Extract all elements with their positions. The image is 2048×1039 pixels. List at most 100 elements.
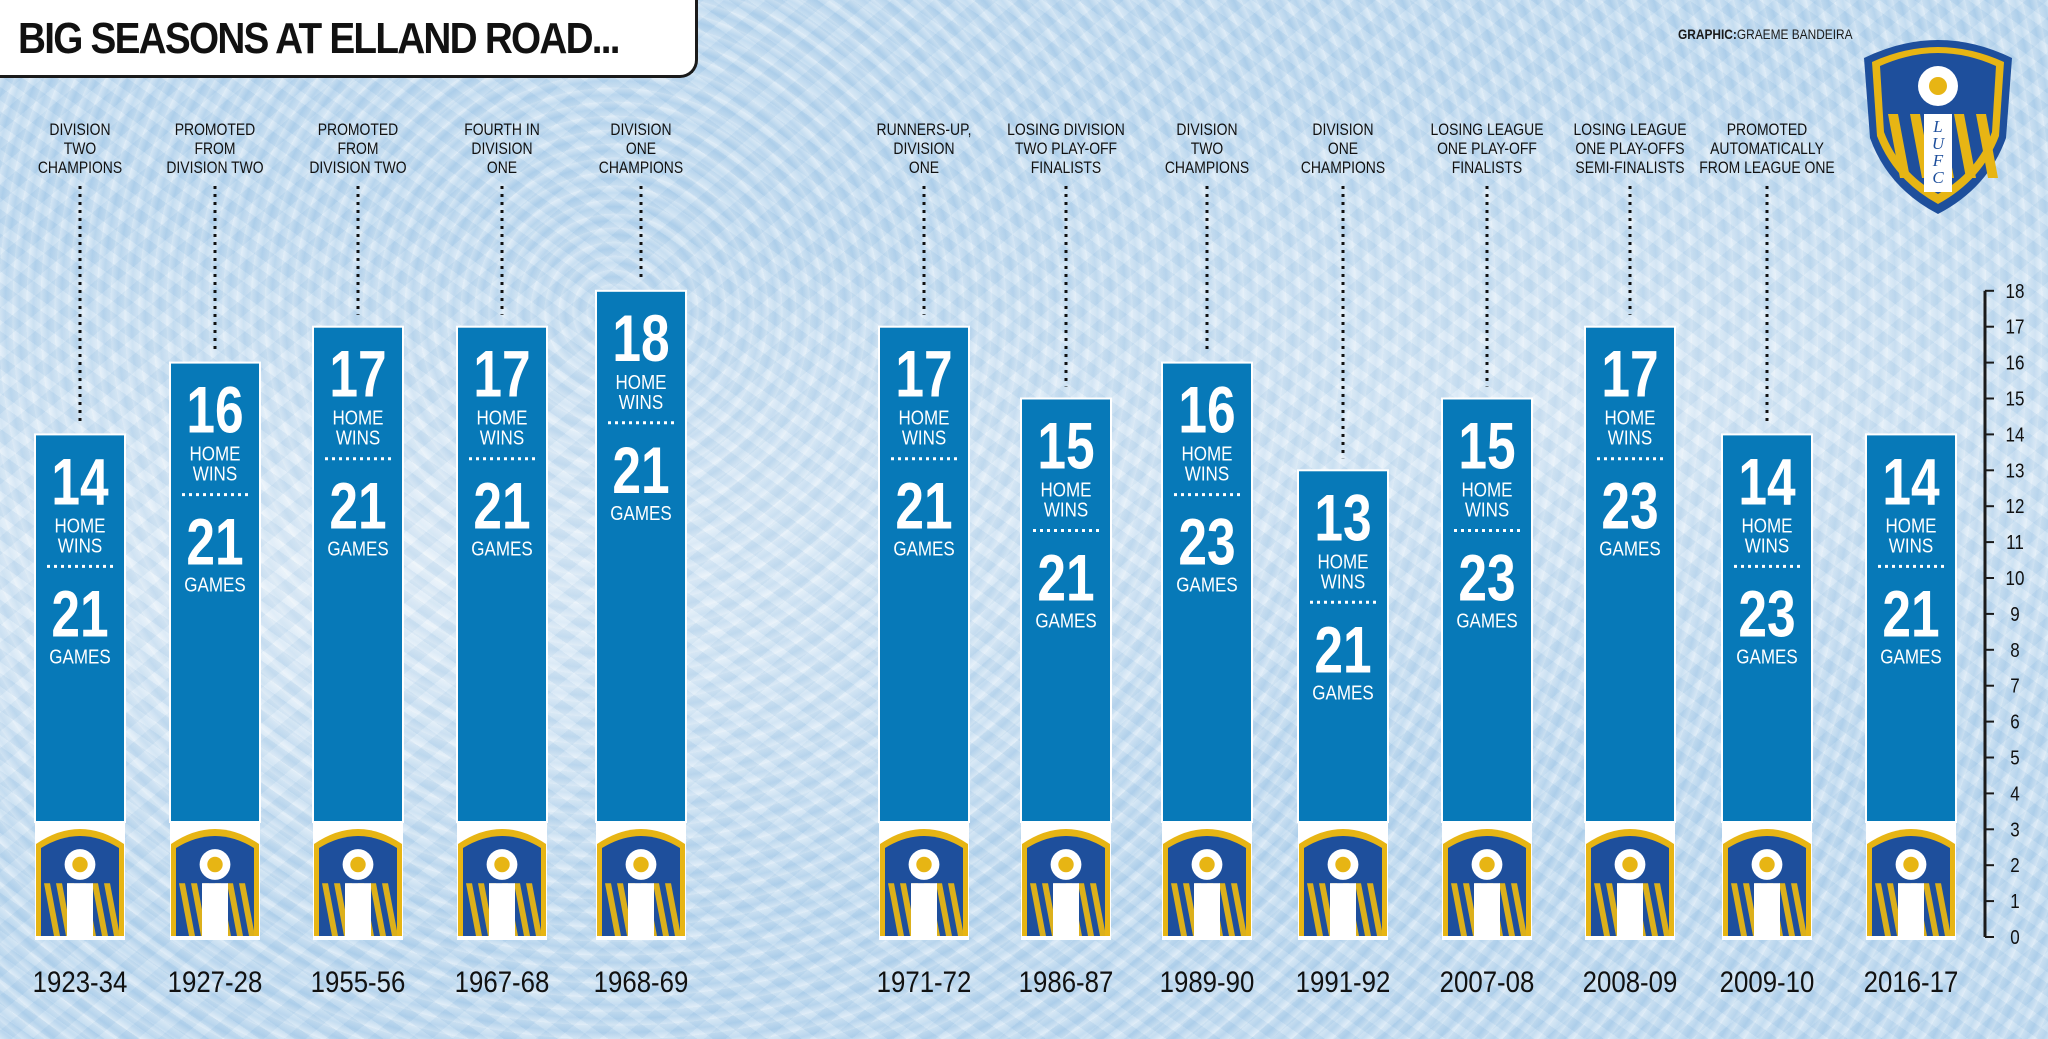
annotation-text: PROMOTED — [318, 121, 398, 140]
annotation-text: ONE PLAY-OFF — [1437, 140, 1537, 159]
crest-stripe — [936, 883, 952, 936]
crest-panel — [628, 883, 654, 936]
crest-stripe — [1499, 883, 1515, 936]
games-value: 23 — [1458, 540, 1515, 615]
home-wins-value: 17 — [895, 336, 952, 411]
annotation-text: CHAMPIONS — [1165, 159, 1249, 178]
bar — [1721, 433, 1813, 823]
home-wins-label: HOME — [333, 406, 384, 429]
x-tick-label: 1967-68 — [455, 965, 550, 998]
annotation-text: DIVISION — [49, 121, 110, 140]
home-wins-value: 14 — [1882, 444, 1939, 519]
games-value: 21 — [895, 468, 952, 543]
crest-stripe — [1367, 883, 1383, 936]
annotation-text: FOURTH IN — [464, 121, 540, 140]
leeds-united-crest-icon — [170, 822, 260, 940]
crest-stripe — [1954, 114, 1976, 178]
games-label: GAMES — [1599, 537, 1660, 560]
x-tick-label: 1986-87 — [1019, 965, 1114, 998]
crest-stripe — [1642, 883, 1658, 936]
crest-stripe — [370, 883, 386, 936]
x-tick-label: 1923-34 — [33, 965, 128, 998]
crest-letter: F — [1932, 151, 1944, 170]
games-value: 23 — [1601, 468, 1658, 543]
leeds-united-crest-icon — [1162, 822, 1252, 940]
home-wins-value: 17 — [473, 336, 530, 411]
y-tick-label: 13 — [2006, 459, 2025, 482]
chart-title: BIG SEASONS AT ELLAND ROAD... — [18, 14, 621, 63]
annotation-text: DIVISION — [1176, 121, 1237, 140]
annotation-text: FINALISTS — [1452, 159, 1522, 178]
games-value: 23 — [1178, 504, 1235, 579]
crest-stripe — [104, 883, 120, 936]
crest-panel — [1474, 883, 1500, 936]
games-label: GAMES — [1880, 645, 1941, 668]
games-value: 21 — [612, 433, 669, 508]
bar — [595, 289, 687, 823]
home-wins-label: WINS — [1608, 426, 1652, 449]
bar — [1441, 397, 1533, 823]
games-label: GAMES — [1176, 573, 1237, 596]
crest-stripe — [1090, 883, 1106, 936]
games-label: GAMES — [1312, 681, 1373, 704]
crest-rose-center — [1058, 856, 1074, 873]
home-wins-label: HOME — [477, 406, 528, 429]
leeds-united-crest-icon — [1866, 822, 1956, 940]
crest-rose-center — [350, 856, 366, 873]
y-tick-label: 1 — [2010, 890, 2019, 913]
annotation-text: DIVISION — [1312, 121, 1373, 140]
home-wins-value: 13 — [1314, 480, 1371, 555]
y-tick-label: 15 — [2006, 387, 2025, 410]
x-tick-label: 1971-72 — [877, 965, 972, 998]
annotation-text: AUTOMATICALLY — [1710, 140, 1824, 159]
annotation-text: LOSING LEAGUE — [1430, 121, 1543, 140]
annotation-text: ONE — [1328, 140, 1358, 159]
crest-panel — [67, 883, 93, 936]
games-value: 21 — [1037, 540, 1094, 615]
annotation-text: FROM — [337, 140, 378, 159]
x-tick-label: 2016-17 — [1864, 965, 1959, 998]
home-wins-value: 17 — [329, 336, 386, 411]
crest-panel — [202, 883, 228, 936]
crest-panel — [1194, 883, 1220, 936]
leeds-united-crest-icon — [313, 822, 403, 940]
crest-rose-center — [207, 856, 223, 873]
home-wins-label: WINS — [1889, 534, 1933, 557]
home-wins-label: HOME — [1742, 514, 1793, 537]
bar — [1584, 325, 1676, 823]
annotation-text: CHAMPIONS — [1301, 159, 1385, 178]
games-label: GAMES — [1035, 609, 1096, 632]
home-wins-label: WINS — [58, 534, 102, 557]
crest-stripe — [1594, 883, 1610, 936]
leeds-united-crest-icon — [879, 822, 969, 940]
y-tick-label: 3 — [2010, 818, 2019, 841]
annotation-text: SEMI-FINALISTS — [1575, 159, 1684, 178]
bar — [1020, 397, 1112, 823]
home-wins-label: HOME — [1182, 442, 1233, 465]
home-wins-label: WINS — [193, 462, 237, 485]
crest-stripe — [227, 883, 243, 936]
leeds-united-crest-icon — [1021, 822, 1111, 940]
home-wins-label: HOME — [190, 442, 241, 465]
games-value: 21 — [1882, 576, 1939, 651]
home-wins-label: WINS — [1044, 498, 1088, 521]
crest-rose-center — [1622, 856, 1638, 873]
leeds-united-crest-icon — [1442, 822, 1532, 940]
annotation-text: PROMOTED — [1727, 121, 1807, 140]
y-tick-label: 9 — [2010, 603, 2019, 626]
crest-panel — [1330, 883, 1356, 936]
crest-stripe — [653, 883, 669, 936]
crest-rose-center — [494, 856, 510, 873]
annotation-text: DIVISION — [610, 121, 671, 140]
home-wins-label: WINS — [480, 426, 524, 449]
crest-stripe — [665, 883, 681, 936]
crest-stripe — [1731, 883, 1747, 936]
